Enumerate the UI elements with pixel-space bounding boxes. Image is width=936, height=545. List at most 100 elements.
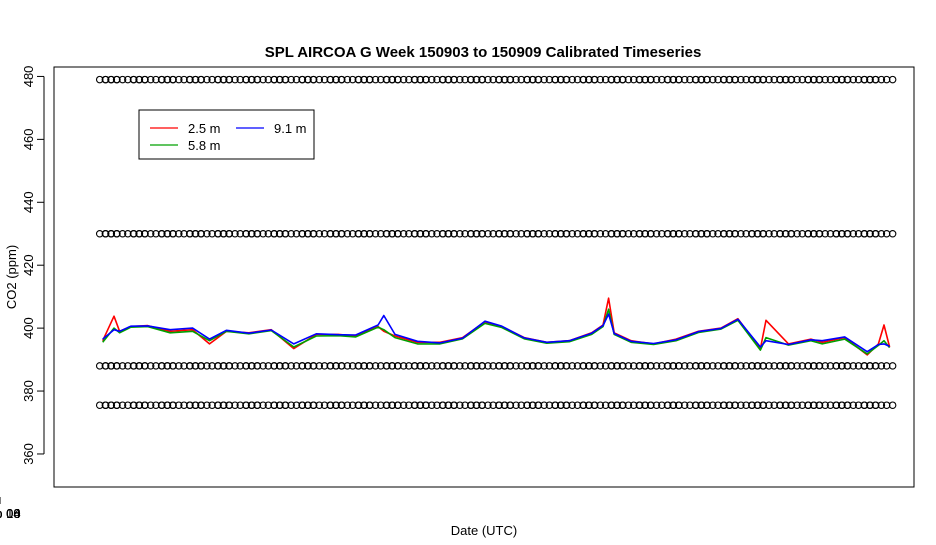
calibration-point [456,401,464,409]
calibration-point [709,75,717,84]
x-axis: Sep 04Sep 06Sep 08Sep 10 [0,497,21,521]
calibration-point [540,401,548,409]
calibration-point [512,362,520,370]
calibration-point [118,401,127,409]
y-tick-label: 400 [21,317,36,339]
calibration-point [259,401,267,409]
calibration-point [399,401,408,409]
calibration-point [287,401,295,409]
calibration-point [484,401,492,409]
x-tick-label: Sep 10 [0,506,21,521]
legend-label: 5.8 m [188,138,221,153]
calibration-point [146,362,155,370]
calibration-point [793,75,801,84]
calibration-point [175,362,183,370]
calibration-point [709,362,717,370]
calibration-point [427,362,436,370]
y-tick-label: 460 [21,129,36,151]
calibration-point [793,229,801,238]
calibration-point [821,401,829,409]
calibration-point [596,401,605,409]
calibration-point [484,229,492,238]
calibration-point [540,75,548,84]
calibration-point [427,229,436,238]
calibration-point [399,362,408,370]
calibration-point [737,401,745,409]
calibration-point [709,401,717,409]
calibration-point [315,229,324,238]
calibration-point [652,75,661,84]
x-tick-label: Sep 06 [0,506,21,521]
calibration-point [568,75,577,84]
calibration-point [596,362,605,370]
calibration-point [624,75,633,84]
calibration-point [315,75,324,84]
calibration-point [399,229,408,238]
calibration-point [287,229,295,238]
x-axis-label: Date (UTC) [451,523,517,538]
y-tick-label: 360 [21,443,36,465]
calibration-point [456,362,464,370]
calibration-point [652,401,661,409]
calibration-point [512,229,520,238]
calibration-point [484,362,492,370]
calibration-point [203,75,211,84]
x-tick-label: Sep 08 [0,506,21,521]
calibration-point [343,401,352,409]
plot-area [53,66,915,488]
calibration-point [888,229,897,238]
calibration-point [596,75,605,84]
calibration-point [765,75,773,84]
calibration-point [287,362,295,370]
calibration-point [231,362,239,370]
y-axis-label: CO2 (ppm) [4,245,19,309]
calibration-point [175,75,183,84]
y-tick-label: 420 [21,254,36,276]
calibration-point [512,401,520,409]
calibration-point [793,362,801,370]
calibration-point [427,75,436,84]
calibration-point [652,362,661,370]
calibration-point [821,75,829,84]
calibration-point [624,229,633,238]
calibration-point [118,75,127,84]
calibration-point [512,75,520,84]
calibration-point [849,75,858,84]
calibration-point [371,401,380,409]
calibration-point [231,401,239,409]
calibration-point [680,401,689,409]
calibration-point [877,401,886,409]
calibration-point [624,401,633,409]
calibration-point [888,401,897,409]
calibration-point [568,401,577,409]
calibration-points [95,75,897,409]
calibration-point [821,229,829,238]
calibration-point [737,75,745,84]
calibration-point [118,229,127,238]
calibration-point [877,229,886,238]
series-lines [101,297,891,356]
calibration-point [877,362,886,370]
series-line [102,308,891,355]
calibration-point [596,229,605,238]
y-tick-label: 380 [21,380,36,402]
calibration-point [427,401,436,409]
calibration-point [737,362,745,370]
legend-label: 2.5 m [188,121,221,136]
calibration-point [568,362,577,370]
calibration-point [343,229,352,238]
calibration-point [231,229,239,238]
calibration-point [343,362,352,370]
calibration-point [371,75,380,84]
calibration-point [680,75,689,84]
y-axis: 360 380 400 420 440 460 480 [21,66,45,465]
calibration-point [315,401,324,409]
x-tick-label: Sep 04 [0,506,21,521]
calibration-point [849,362,858,370]
calibration-point [146,401,155,409]
calibration-point [203,362,211,370]
calibration-point [765,229,773,238]
calibration-point [259,229,267,238]
legend-box [138,109,315,160]
